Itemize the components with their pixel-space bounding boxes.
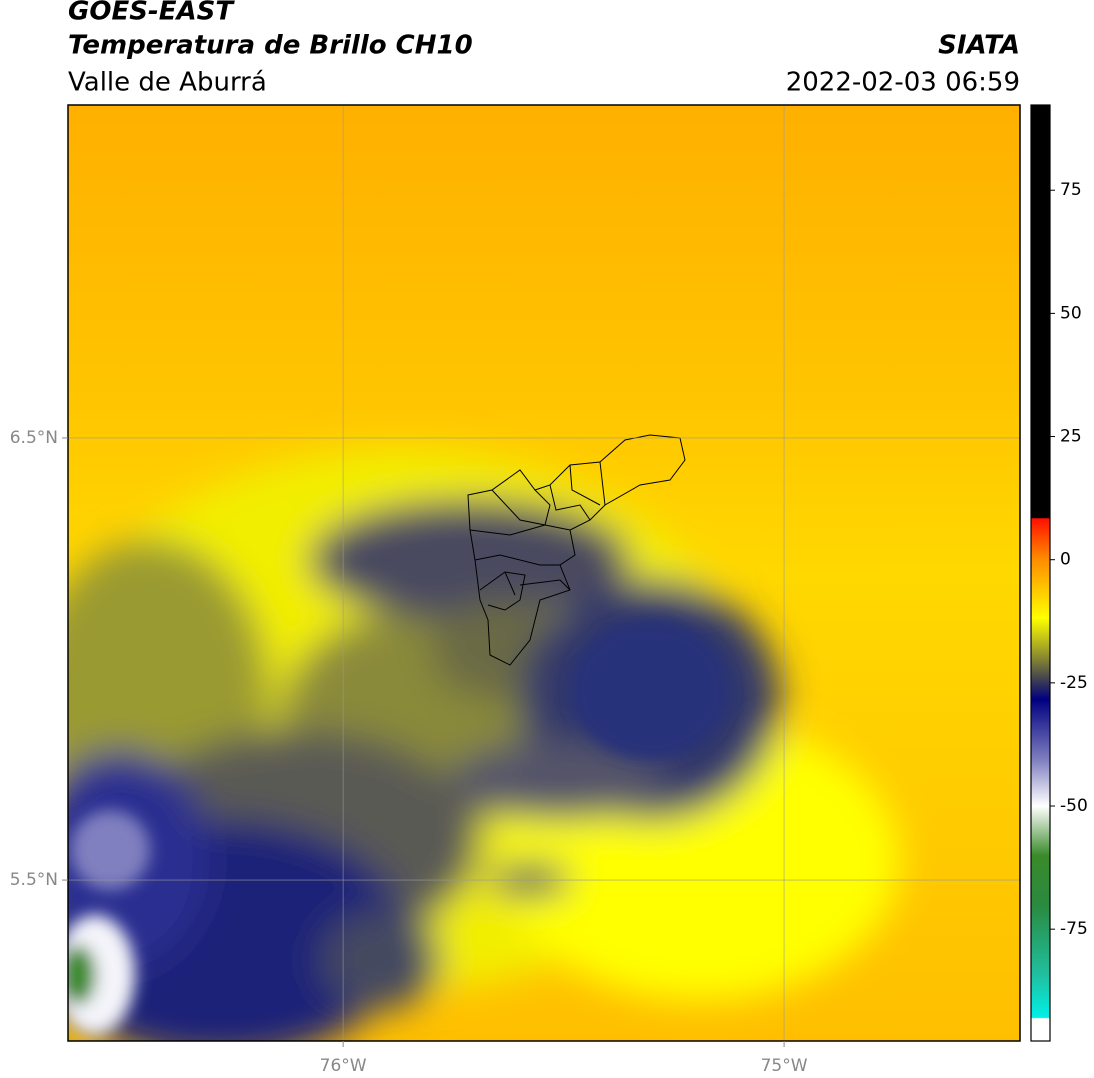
subtitle: Temperatura de Brillo CH10 [68,31,473,61]
colorbar-tick-label: -50 [1060,796,1088,816]
x-tick-label: 75°W [761,1056,808,1076]
region: Valle de Aburrá [68,68,267,98]
colorbar-tick-label: 75 [1060,180,1082,200]
y-tick-label: 5.5°N [10,870,58,890]
title: GOES-EAST [68,0,235,27]
map-frame [67,104,1021,1042]
colorbar-ticks: -75 -50 -25 0 25 50 75 [1050,180,1088,939]
brightness-field [68,105,1020,1041]
colorbar [1030,104,1051,1042]
colorbar-tick-label: 50 [1060,303,1082,323]
colorbar-tick-label: 25 [1060,427,1082,447]
municipality-borders [467,434,686,666]
datetime: 2022-02-03 06:59 [786,68,1020,98]
x-tick-label: 76°W [320,1056,367,1076]
colorbar-tick-label: -25 [1060,673,1088,693]
graticule [68,105,1020,1041]
colorbar-tick-label: 0 [1060,550,1071,570]
source: SIATA [938,31,1020,61]
y-tick-label: 6.5°N [10,428,58,448]
colorbar-tick-label: -75 [1060,919,1088,939]
